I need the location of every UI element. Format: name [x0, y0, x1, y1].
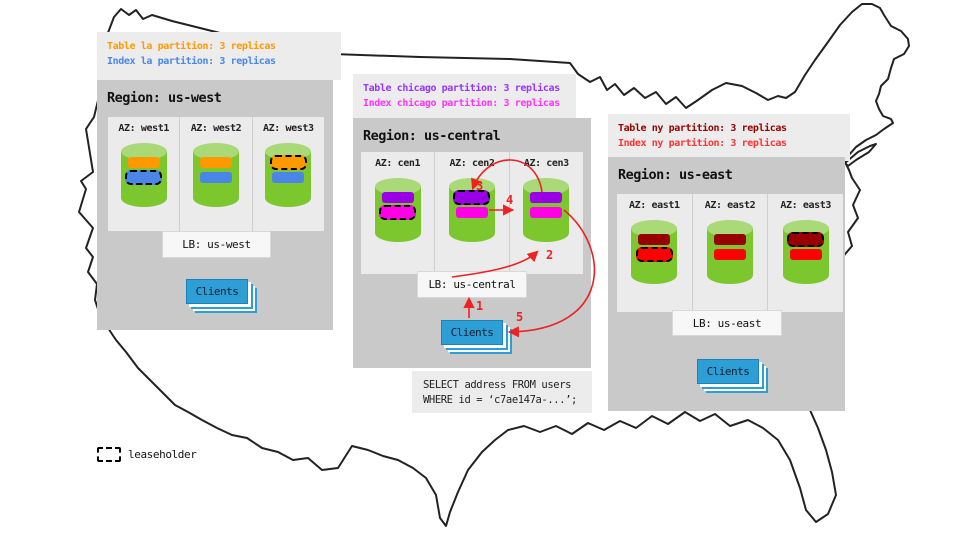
az-label: AZ: west1 [118, 123, 169, 134]
az-strip-us-east: AZ: east1 AZ: east2 [617, 194, 843, 312]
lb-label: LB: us-west [182, 238, 251, 251]
db-node-cylinder [265, 143, 312, 207]
lb-label: LB: us-central [428, 278, 516, 291]
db-node-cylinder [523, 178, 570, 242]
leaseholder-swatch-icon [97, 447, 121, 462]
db-node-cylinder [374, 178, 421, 242]
flow-step-number: 1 [476, 299, 484, 313]
az-label: AZ: west2 [190, 123, 242, 134]
table-la-replica [269, 155, 307, 170]
az-cell: AZ: west1 [108, 117, 179, 231]
index-chicago-replica [530, 207, 563, 218]
partition-line: Table chicago partition: 3 replicas [363, 83, 560, 94]
index-la-replica [272, 172, 305, 183]
az-cell: AZ: cen1 [361, 152, 434, 274]
cylinder-top [631, 220, 678, 237]
load-balancer-us-central: LB: us-central [417, 271, 527, 298]
load-balancer-us-east: LB: us-east [672, 310, 782, 336]
cylinder-top [374, 178, 421, 195]
partition-line: Table la partition: 3 replicas [107, 41, 276, 52]
db-node-cylinder [707, 220, 753, 284]
clients-label: Clients [195, 285, 239, 298]
az-label: AZ: cen2 [449, 158, 495, 169]
partition-line: Table ny partition: 3 replicas [618, 123, 787, 134]
sql-query-line: SELECT address FROM users [423, 379, 572, 391]
cylinder-top [192, 143, 239, 160]
clients-label: Clients [706, 365, 750, 378]
flow-step-number: 4 [506, 193, 514, 207]
sql-query-line: WHERE id = ‘c7ae147a-...’; [423, 394, 577, 406]
index-ny-replica [714, 249, 746, 260]
partition-info-us-east: Table ny partition: 3 replicas Index ny … [608, 114, 850, 161]
load-balancer-us-west: LB: us-west [162, 231, 271, 258]
clients-button-us-central[interactable]: Clients [441, 320, 503, 345]
az-label: AZ: east3 [780, 200, 831, 211]
clients-button-us-west[interactable]: Clients [186, 279, 248, 304]
az-label: AZ: cen3 [523, 158, 569, 169]
cylinder-top [120, 143, 167, 160]
flow-step-number: 2 [546, 248, 554, 262]
az-cell: AZ: west2 [179, 117, 251, 231]
region-us-east: Region: us-east AZ: east1 AZ: east2 [608, 157, 845, 411]
partition-info-us-west: Table la partition: 3 replicas Index la … [97, 32, 341, 80]
index-la-replica [125, 170, 163, 185]
legend-label: leaseholder [128, 448, 197, 461]
az-label: AZ: west3 [263, 123, 314, 134]
flow-step-number: 3 [476, 179, 484, 193]
az-strip-us-west: AZ: west1 AZ: west2 [108, 117, 324, 231]
index-chicago-replica [379, 205, 417, 220]
region-us-west: Region: us-west AZ: west1 AZ: west2 [97, 80, 333, 330]
az-cell: AZ: east1 [617, 194, 692, 312]
sql-query-box: SELECT address FROM users WHERE id = ‘c7… [412, 371, 592, 413]
partition-line: Index ny partition: 3 replicas [618, 138, 787, 149]
table-la-replica [127, 157, 160, 168]
table-ny-replica [714, 234, 746, 245]
table-chicago-replica [530, 192, 563, 203]
partition-info-us-central: Table chicago partition: 3 replicas Inde… [353, 74, 576, 119]
index-la-replica [199, 172, 232, 183]
az-label: AZ: east2 [704, 200, 756, 211]
az-cell: AZ: east2 [691, 194, 768, 312]
db-node-cylinder [120, 143, 167, 207]
region-title: Region: us-central [363, 128, 501, 144]
partition-line: Index chicago partition: 3 replicas [363, 98, 560, 109]
az-label: AZ: cen1 [375, 158, 421, 169]
table-chicago-replica [381, 192, 414, 203]
db-node-cylinder [782, 220, 829, 284]
az-cell: AZ: cen2 [434, 152, 508, 274]
az-cell: AZ: east3 [767, 194, 843, 312]
table-ny-replica [787, 232, 825, 247]
db-node-cylinder [192, 143, 239, 207]
clients-label: Clients [450, 326, 494, 339]
cylinder-top [707, 220, 753, 237]
index-chicago-replica [455, 207, 488, 218]
clients-button-us-east[interactable]: Clients [697, 359, 759, 384]
db-node-cylinder [448, 178, 495, 242]
region-title: Region: us-west [107, 90, 222, 106]
az-cell: AZ: west3 [251, 117, 324, 231]
index-ny-replica [789, 249, 822, 260]
index-ny-replica [635, 247, 673, 262]
table-chicago-replica [453, 190, 491, 205]
flow-step-number: 5 [516, 310, 524, 324]
legend: leaseholder [97, 447, 197, 462]
table-la-replica [199, 157, 232, 168]
table-ny-replica [638, 234, 671, 245]
region-title: Region: us-east [618, 167, 733, 183]
lb-label: LB: us-east [692, 316, 762, 330]
partition-line: Index la partition: 3 replicas [107, 56, 276, 67]
az-label: AZ: east1 [629, 200, 680, 211]
db-node-cylinder [631, 220, 678, 284]
